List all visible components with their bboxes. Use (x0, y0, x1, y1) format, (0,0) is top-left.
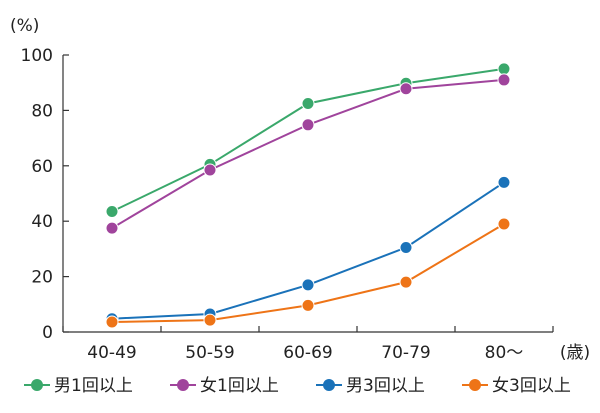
y-tick-label: 60 (31, 157, 53, 177)
x-axis-unit-label: (歳) (560, 343, 590, 363)
y-tick-label: 20 (31, 268, 53, 288)
data-point (497, 175, 511, 189)
data-point (105, 205, 119, 219)
data-point (497, 73, 511, 87)
data-point (105, 221, 119, 235)
series-layer (105, 62, 511, 329)
series-2 (105, 73, 511, 235)
legend: 男1回以上 女1回以上 男3回以上 女3回以上 (24, 376, 571, 396)
x-tick-label: 80〜 (485, 343, 524, 363)
legend-label: 男3回以上 (346, 376, 425, 396)
data-point (203, 163, 217, 177)
data-point (105, 315, 119, 329)
legend-marker (323, 379, 335, 391)
legend-marker (177, 379, 189, 391)
legend-item: 男1回以上 (24, 376, 133, 396)
y-tick-label: 40 (31, 212, 53, 232)
data-point (399, 82, 413, 96)
x-tick-label: 50-59 (185, 343, 234, 363)
data-point (301, 96, 315, 110)
x-tick-label: 60-69 (283, 343, 332, 363)
legend-item: 女1回以上 (170, 376, 279, 396)
series-1 (105, 62, 511, 219)
data-point (399, 241, 413, 255)
x-axis: 40-49 50-59 60-69 70-79 80〜 (歳) (62, 326, 590, 363)
y-axis-unit-label: (%) (10, 16, 39, 36)
data-point (301, 278, 315, 292)
legend-label: 女1回以上 (200, 376, 279, 396)
series-4 (105, 217, 511, 329)
y-tick-label: 0 (42, 323, 53, 343)
series-line (111, 67, 505, 213)
series-3 (105, 175, 511, 326)
legend-marker (31, 379, 43, 391)
y-tick-label: 80 (31, 101, 53, 121)
data-point (301, 118, 315, 132)
series-line (111, 181, 505, 320)
data-point (497, 62, 511, 76)
data-point (301, 298, 315, 312)
data-point (399, 275, 413, 289)
legend-marker (469, 379, 481, 391)
x-tick-label: 40-49 (87, 343, 136, 363)
legend-label: 女3回以上 (492, 376, 571, 396)
legend-item: 男3回以上 (316, 376, 425, 396)
x-tick-label: 70-79 (381, 343, 430, 363)
y-tick-label: 100 (21, 46, 53, 66)
data-point (497, 217, 511, 231)
legend-label: 男1回以上 (54, 376, 133, 396)
legend-item: 女3回以上 (462, 376, 571, 396)
data-point (203, 313, 217, 327)
y-axis: 0 20 40 60 80 100 (21, 46, 69, 343)
